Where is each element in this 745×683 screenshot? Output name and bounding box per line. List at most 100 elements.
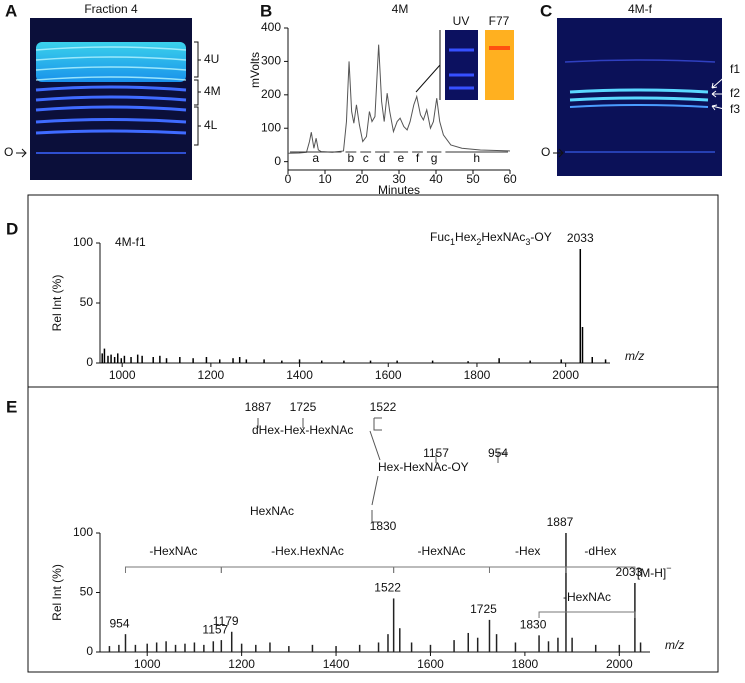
x-tick-label: 1000 <box>109 368 136 382</box>
y-tick-label: 100 <box>73 525 93 539</box>
x-axis-label: m/z <box>665 638 684 652</box>
peak-label: 1157 <box>202 622 228 636</box>
text-part: 2 <box>476 237 481 247</box>
band-label: 4M <box>204 84 221 98</box>
fraction-label: c <box>363 151 369 165</box>
origin-label: O <box>541 145 550 159</box>
x-tick-label: 40 <box>429 172 443 186</box>
structure-text: dHex-Hex-HexNAc <box>252 423 353 437</box>
gel-band-lines <box>35 85 187 135</box>
fragment-label: 954 <box>488 446 508 460</box>
fraction-label: e <box>398 151 405 165</box>
fraction-label: a <box>312 151 319 165</box>
x-tick-label: 60 <box>503 172 517 186</box>
gel-band-lines <box>564 59 716 153</box>
peak-label: 2033 <box>616 565 643 579</box>
y-tick-label: 0 <box>86 355 93 369</box>
axis <box>99 243 610 364</box>
arrow <box>16 148 27 158</box>
y-axis-label: mVolts <box>248 52 262 88</box>
x-tick-label: 1800 <box>464 368 491 382</box>
trace <box>287 44 511 154</box>
fragment-label: 1830 <box>370 519 397 533</box>
text-part: − <box>666 563 671 573</box>
band-label: 4U <box>204 52 219 66</box>
structure-text: HexNAc <box>250 504 294 518</box>
x-tick-label: 1200 <box>198 368 225 382</box>
peak-label: 1522 <box>374 581 401 595</box>
loss-bracket <box>124 566 222 573</box>
arrow <box>553 148 564 158</box>
y-axis-label: Rel Int (%) <box>50 275 64 332</box>
gel-band <box>36 42 186 82</box>
loss-bracket <box>220 566 395 573</box>
peak-label: 1725 <box>470 602 497 616</box>
loss-bracket <box>565 566 636 573</box>
text-part: 1 <box>450 237 455 247</box>
text-part: -OY <box>530 230 551 244</box>
y-tick-label: 0 <box>274 154 281 168</box>
y-tick-label: 0 <box>86 644 93 658</box>
loss-label: -Hex.HexNAc <box>271 544 344 558</box>
x-tick-label: 2000 <box>606 657 633 671</box>
peak-label: 954 <box>109 616 129 630</box>
band-label: f3 <box>730 102 740 116</box>
loss-bracket <box>488 566 567 573</box>
x-tick-label: 0 <box>285 172 292 186</box>
peak-label: 1179 <box>213 614 239 628</box>
fraction-label: f <box>416 151 420 165</box>
loss-bracket <box>538 611 636 618</box>
composition: Fuc1Hex2HexNAc3-OY <box>430 230 552 247</box>
x-tick-label: 1400 <box>286 368 313 382</box>
loss-label: -HexNAc <box>418 544 466 558</box>
gel-title: 4M-f <box>628 2 653 16</box>
fragment-label: 1725 <box>290 400 317 414</box>
loss-bracket <box>393 566 490 573</box>
bracket <box>194 41 201 146</box>
y-axis-label: Rel Int (%) <box>50 564 64 621</box>
x-tick-label: 20 <box>355 172 369 186</box>
gel-title: Fraction 4 <box>84 2 138 16</box>
text-part: 3 <box>525 237 530 247</box>
panel-label: A <box>5 1 17 20</box>
y-tick-label: 400 <box>261 20 281 34</box>
peak-label: 1887 <box>547 515 574 529</box>
fraction-label: b <box>348 151 355 165</box>
band-label: f1 <box>730 62 740 76</box>
y-tick-label: 100 <box>73 235 93 249</box>
x-tick-label: 50 <box>466 172 480 186</box>
peak-label: 1830 <box>520 618 547 632</box>
x-tick-label: 2000 <box>552 368 579 382</box>
sample-label: 4M-f1 <box>115 235 146 249</box>
inset-label: UV <box>453 14 470 28</box>
ion-label: [M-H]− <box>637 563 672 580</box>
panel-label: B <box>260 1 272 20</box>
fraction-label: d <box>379 151 386 165</box>
inset-image <box>485 30 514 100</box>
x-tick-label: 1600 <box>375 368 402 382</box>
fragment-label: 1522 <box>370 400 397 414</box>
x-tick-label: 1200 <box>228 657 255 671</box>
loss-label: -HexNAc <box>563 590 611 604</box>
x-axis-label: Minutes <box>378 183 420 197</box>
x-tick-label: 1000 <box>134 657 161 671</box>
x-tick-label: 1800 <box>512 657 539 671</box>
chart-title: 4M <box>392 2 409 16</box>
fraction-label: g <box>431 151 438 165</box>
y-tick-label: 50 <box>80 295 94 309</box>
x-tick-label: 1600 <box>417 657 444 671</box>
loss-label: -dHex <box>584 544 616 558</box>
arrow <box>711 73 729 111</box>
axis <box>287 28 510 171</box>
fragment-label: 1157 <box>423 446 449 460</box>
inset-pointer <box>415 30 441 100</box>
panel-box <box>27 386 719 673</box>
y-tick-label: 300 <box>261 54 281 68</box>
band-label: 4L <box>204 118 218 132</box>
y-tick-label: 100 <box>261 120 281 134</box>
x-tick-label: 1400 <box>323 657 350 671</box>
fragment-label: 1887 <box>245 400 272 414</box>
peak-label: 2033 <box>567 231 594 245</box>
band-label: f2 <box>730 86 740 100</box>
